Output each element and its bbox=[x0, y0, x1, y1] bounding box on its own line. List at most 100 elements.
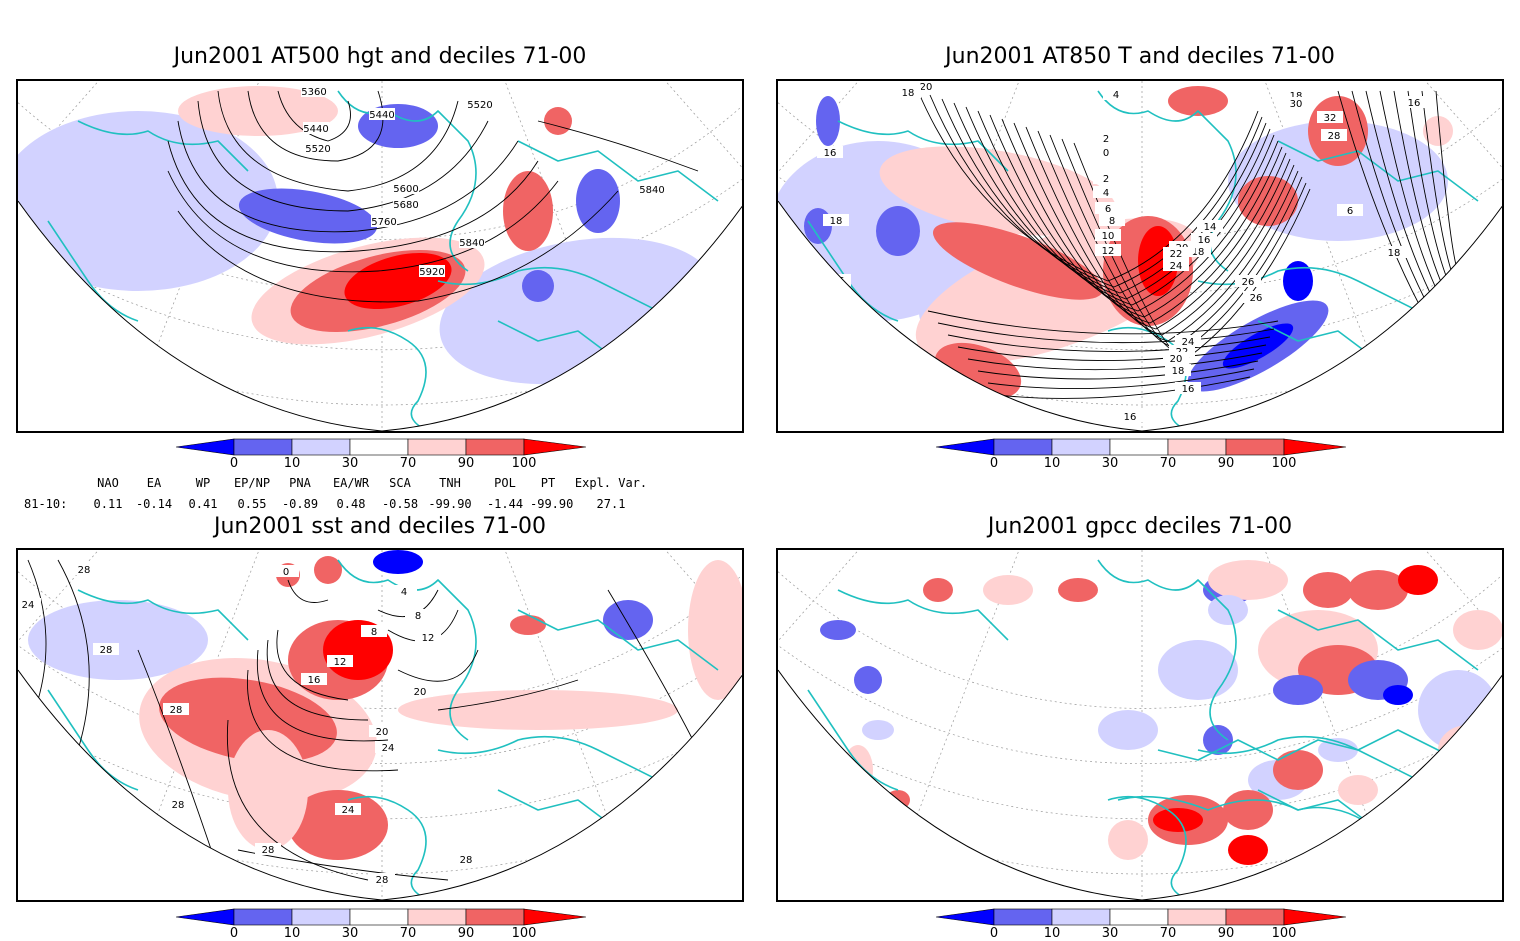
contour-line bbox=[965, 106, 1275, 306]
contour-label: 28 bbox=[460, 855, 473, 866]
index-value: -0.14 bbox=[135, 497, 173, 511]
decile-region bbox=[1453, 610, 1502, 650]
decile-region bbox=[510, 615, 546, 635]
contour-label-bg bbox=[1243, 291, 1269, 303]
contour-label-bg bbox=[1235, 275, 1261, 287]
contour-line bbox=[1421, 90, 1453, 274]
projection-edge bbox=[778, 200, 1502, 431]
decile-region bbox=[503, 171, 553, 251]
contour-label: 8 bbox=[371, 627, 377, 638]
projection-mask bbox=[18, 201, 742, 431]
contour-label-bg bbox=[1283, 97, 1309, 109]
contour-label: 2 bbox=[1103, 174, 1109, 185]
decile-region bbox=[1303, 572, 1353, 608]
contour-label-bg bbox=[327, 655, 353, 667]
decile-region bbox=[879, 146, 1117, 236]
contour-label-bg bbox=[371, 215, 397, 227]
contour-label-bg bbox=[419, 265, 445, 277]
map-t850: 2018161816420246810121416182022242626242… bbox=[776, 79, 1504, 433]
contour-line bbox=[1379, 90, 1441, 298]
contour-label: 22 bbox=[1170, 249, 1183, 260]
contour-label: 5840 bbox=[459, 238, 484, 249]
colorbar-tick-label: 100 bbox=[1271, 456, 1297, 471]
colorbar-segment bbox=[1283, 438, 1346, 456]
contour-label-bg bbox=[1103, 88, 1129, 100]
colorbar-segment bbox=[1167, 908, 1227, 926]
contour-label-bg bbox=[1095, 202, 1121, 214]
contour-label: 24 bbox=[382, 743, 395, 754]
contour-line bbox=[247, 90, 384, 162]
contour-label: 28 bbox=[100, 645, 113, 656]
index-header: SCA bbox=[389, 476, 411, 490]
decile-region bbox=[1238, 176, 1298, 226]
colorbar-segment bbox=[1225, 438, 1285, 456]
contour-line bbox=[197, 100, 489, 212]
colorbar-segment bbox=[1225, 908, 1285, 926]
panel-title-gpcc: Jun2001 gpcc deciles 71-00 bbox=[987, 514, 1293, 539]
coastline-canada bbox=[47, 220, 139, 322]
projection-mask bbox=[778, 201, 1502, 431]
contour-label: 2 bbox=[1103, 134, 1109, 145]
contour-label: 16 bbox=[308, 675, 321, 686]
decile-region bbox=[1273, 675, 1323, 705]
contour-label-bg bbox=[393, 198, 419, 210]
contour-label-bg bbox=[335, 803, 361, 815]
colorbar-tick-label: 70 bbox=[1159, 456, 1177, 471]
contour-label: 10 bbox=[1102, 231, 1115, 242]
colorbar-tick-label: 10 bbox=[1043, 456, 1061, 471]
colorbar-tick-label: 90 bbox=[1217, 456, 1235, 471]
colorbar-bottom-right: 0 10 30 70 90 100 bbox=[936, 908, 1346, 941]
contour-label-bg bbox=[1095, 229, 1121, 241]
coastline-russia bbox=[1277, 609, 1479, 671]
contour-line bbox=[437, 679, 579, 711]
contour-label: 0 bbox=[1103, 148, 1109, 159]
coastline-iberia bbox=[347, 326, 431, 431]
map-sst: 24 28 28 28 28 0 4 8 8 12 12 16 20 20 24 24 28 28 28 bbox=[16, 548, 744, 902]
contour-label: 18 bbox=[1388, 248, 1401, 259]
colorbar-svg bbox=[176, 438, 586, 456]
decile-region bbox=[178, 86, 338, 136]
contour-label: 16 bbox=[1124, 412, 1137, 423]
contour-label: 8 bbox=[1109, 216, 1115, 227]
colorbar-segment bbox=[407, 908, 467, 926]
contour-label: 4 bbox=[1103, 188, 1109, 199]
colorbar-tick-label: 70 bbox=[399, 926, 417, 941]
contour-label-bg bbox=[415, 631, 441, 643]
contour-label: 20 bbox=[414, 687, 427, 698]
colorbar-tick-label: 70 bbox=[399, 456, 417, 471]
decile-region bbox=[603, 600, 653, 640]
contour-label: 28 bbox=[1328, 131, 1341, 142]
map-gpcc-svg bbox=[778, 550, 1502, 900]
decile-region bbox=[854, 666, 882, 694]
coastline-greenland bbox=[837, 120, 1009, 172]
contour-line bbox=[177, 120, 519, 233]
index-header: PNA bbox=[289, 476, 311, 490]
contour-line bbox=[1365, 90, 1437, 306]
contour-label: 24 bbox=[1170, 261, 1183, 272]
decile-region bbox=[1158, 640, 1238, 700]
colorbar-segment bbox=[936, 438, 995, 456]
colorbar-segment bbox=[407, 438, 467, 456]
index-header-row: NAO EA WP EP/NP PNA EA/WR SCA TNH POL PT Expl. Var… bbox=[88, 476, 656, 490]
colorbar-tick-label: 100 bbox=[511, 926, 537, 941]
contour-line bbox=[397, 649, 479, 682]
colorbar-tick-label: 0 bbox=[229, 456, 239, 471]
contour-line bbox=[967, 352, 1263, 371]
decile-region bbox=[228, 730, 308, 850]
colorbar-tick-label: 0 bbox=[989, 926, 999, 941]
decile-region bbox=[688, 560, 742, 700]
index-header: PT bbox=[540, 476, 556, 490]
contour-label-bg bbox=[1163, 259, 1189, 271]
colorbar-tick-label: 70 bbox=[1159, 926, 1177, 941]
coastline-north-africa bbox=[1157, 729, 1459, 761]
projection-edge bbox=[18, 200, 742, 431]
contour-label: 16 bbox=[1408, 98, 1421, 109]
colorbar-segment bbox=[465, 908, 525, 926]
contour-label: 26 bbox=[1250, 293, 1263, 304]
contour-line bbox=[947, 334, 1271, 352]
panel-title-sst: Jun2001 sst and deciles 71-00 bbox=[213, 514, 547, 539]
index-value: 0.41 bbox=[188, 497, 218, 511]
colorbar-tick-label: 30 bbox=[341, 456, 359, 471]
contour-label: 12 bbox=[1102, 246, 1115, 257]
colorbar-segment bbox=[349, 438, 409, 456]
